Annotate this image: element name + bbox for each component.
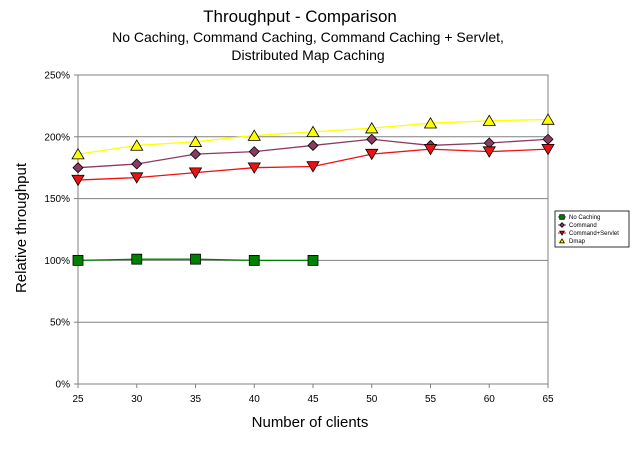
- legend-marker: [559, 230, 565, 236]
- y-tick-label: 250%: [44, 71, 70, 82]
- x-axis-ticks: 25 30 35 40 45 50 55 60 65: [72, 384, 554, 405]
- data-point: [541, 113, 555, 125]
- data-point: [307, 139, 319, 152]
- series-no-caching: [72, 253, 319, 266]
- legend-marker: [559, 238, 565, 244]
- data-point: [188, 167, 203, 179]
- legend-label: Command+Servlet: [569, 231, 619, 237]
- x-tick-label: 60: [484, 394, 496, 405]
- legend-item: Dmap: [558, 238, 586, 245]
- legend-box: [554, 210, 630, 248]
- data-point: [248, 146, 260, 158]
- y-axis-ticks: 0% 50% 100% 150% 200% 250%: [44, 71, 78, 391]
- data-point: [71, 147, 85, 160]
- legend-item: Command+Servlet: [558, 230, 619, 237]
- data-point: [72, 254, 84, 266]
- data-point: [247, 162, 261, 174]
- data-point: [541, 143, 555, 156]
- data-point: [482, 114, 496, 126]
- chart-title: Throughput - Comparison: [203, 7, 397, 26]
- data-point: [306, 125, 320, 138]
- x-tick-label: 40: [249, 394, 261, 405]
- data-point: [130, 139, 144, 151]
- data-point: [423, 117, 438, 129]
- data-point: [248, 254, 260, 266]
- y-tick-label: 100%: [44, 256, 70, 267]
- x-tick-label: 45: [307, 394, 319, 405]
- legend-item: Command: [558, 222, 597, 229]
- x-tick-label: 25: [72, 394, 84, 405]
- legend-item: No Caching: [558, 214, 600, 221]
- y-axis-label: Relative throughput: [13, 162, 30, 293]
- legend-marker: [559, 222, 565, 228]
- legend-label: No Caching: [569, 215, 600, 221]
- x-axis-label: Number of clients: [252, 414, 369, 431]
- data-point: [131, 253, 143, 265]
- data-point: [247, 129, 261, 141]
- x-tick-label: 65: [542, 394, 554, 405]
- data-point: [131, 158, 143, 170]
- legend-marker: [559, 214, 565, 220]
- chart-subtitle-line-1: No Caching, Command Caching, Command Cac…: [112, 29, 504, 45]
- data-point: [366, 133, 378, 145]
- series-dmap: [71, 113, 555, 160]
- data-point: [188, 135, 203, 147]
- data-point: [307, 254, 319, 266]
- data-point: [365, 148, 379, 161]
- data-point: [365, 121, 379, 134]
- data-point: [306, 161, 320, 173]
- data-point: [130, 172, 144, 184]
- data-point: [190, 253, 201, 265]
- legend-label: Dmap: [569, 239, 586, 245]
- x-tick-label: 30: [131, 394, 143, 405]
- y-tick-label: 200%: [44, 132, 70, 143]
- series-command: [72, 133, 554, 174]
- data-point: [423, 143, 438, 156]
- legend: No Caching Command Command+Servlet Dmap: [554, 210, 630, 248]
- data-point: [72, 162, 84, 174]
- y-tick-label: 50%: [50, 318, 70, 329]
- data-point: [71, 174, 85, 187]
- y-tick-label: 150%: [44, 194, 70, 205]
- data-point: [189, 148, 202, 160]
- y-tick-label: 0%: [56, 380, 71, 391]
- data-point: [482, 146, 496, 158]
- series-layer: [71, 113, 555, 266]
- x-tick-label: 50: [366, 394, 378, 405]
- legend-label: Command: [569, 223, 597, 229]
- x-tick-label: 35: [190, 394, 202, 405]
- x-tick-label: 55: [425, 394, 437, 405]
- chart-subtitle-line-2: Distributed Map Caching: [231, 47, 384, 63]
- series-command-servlet: [71, 143, 555, 187]
